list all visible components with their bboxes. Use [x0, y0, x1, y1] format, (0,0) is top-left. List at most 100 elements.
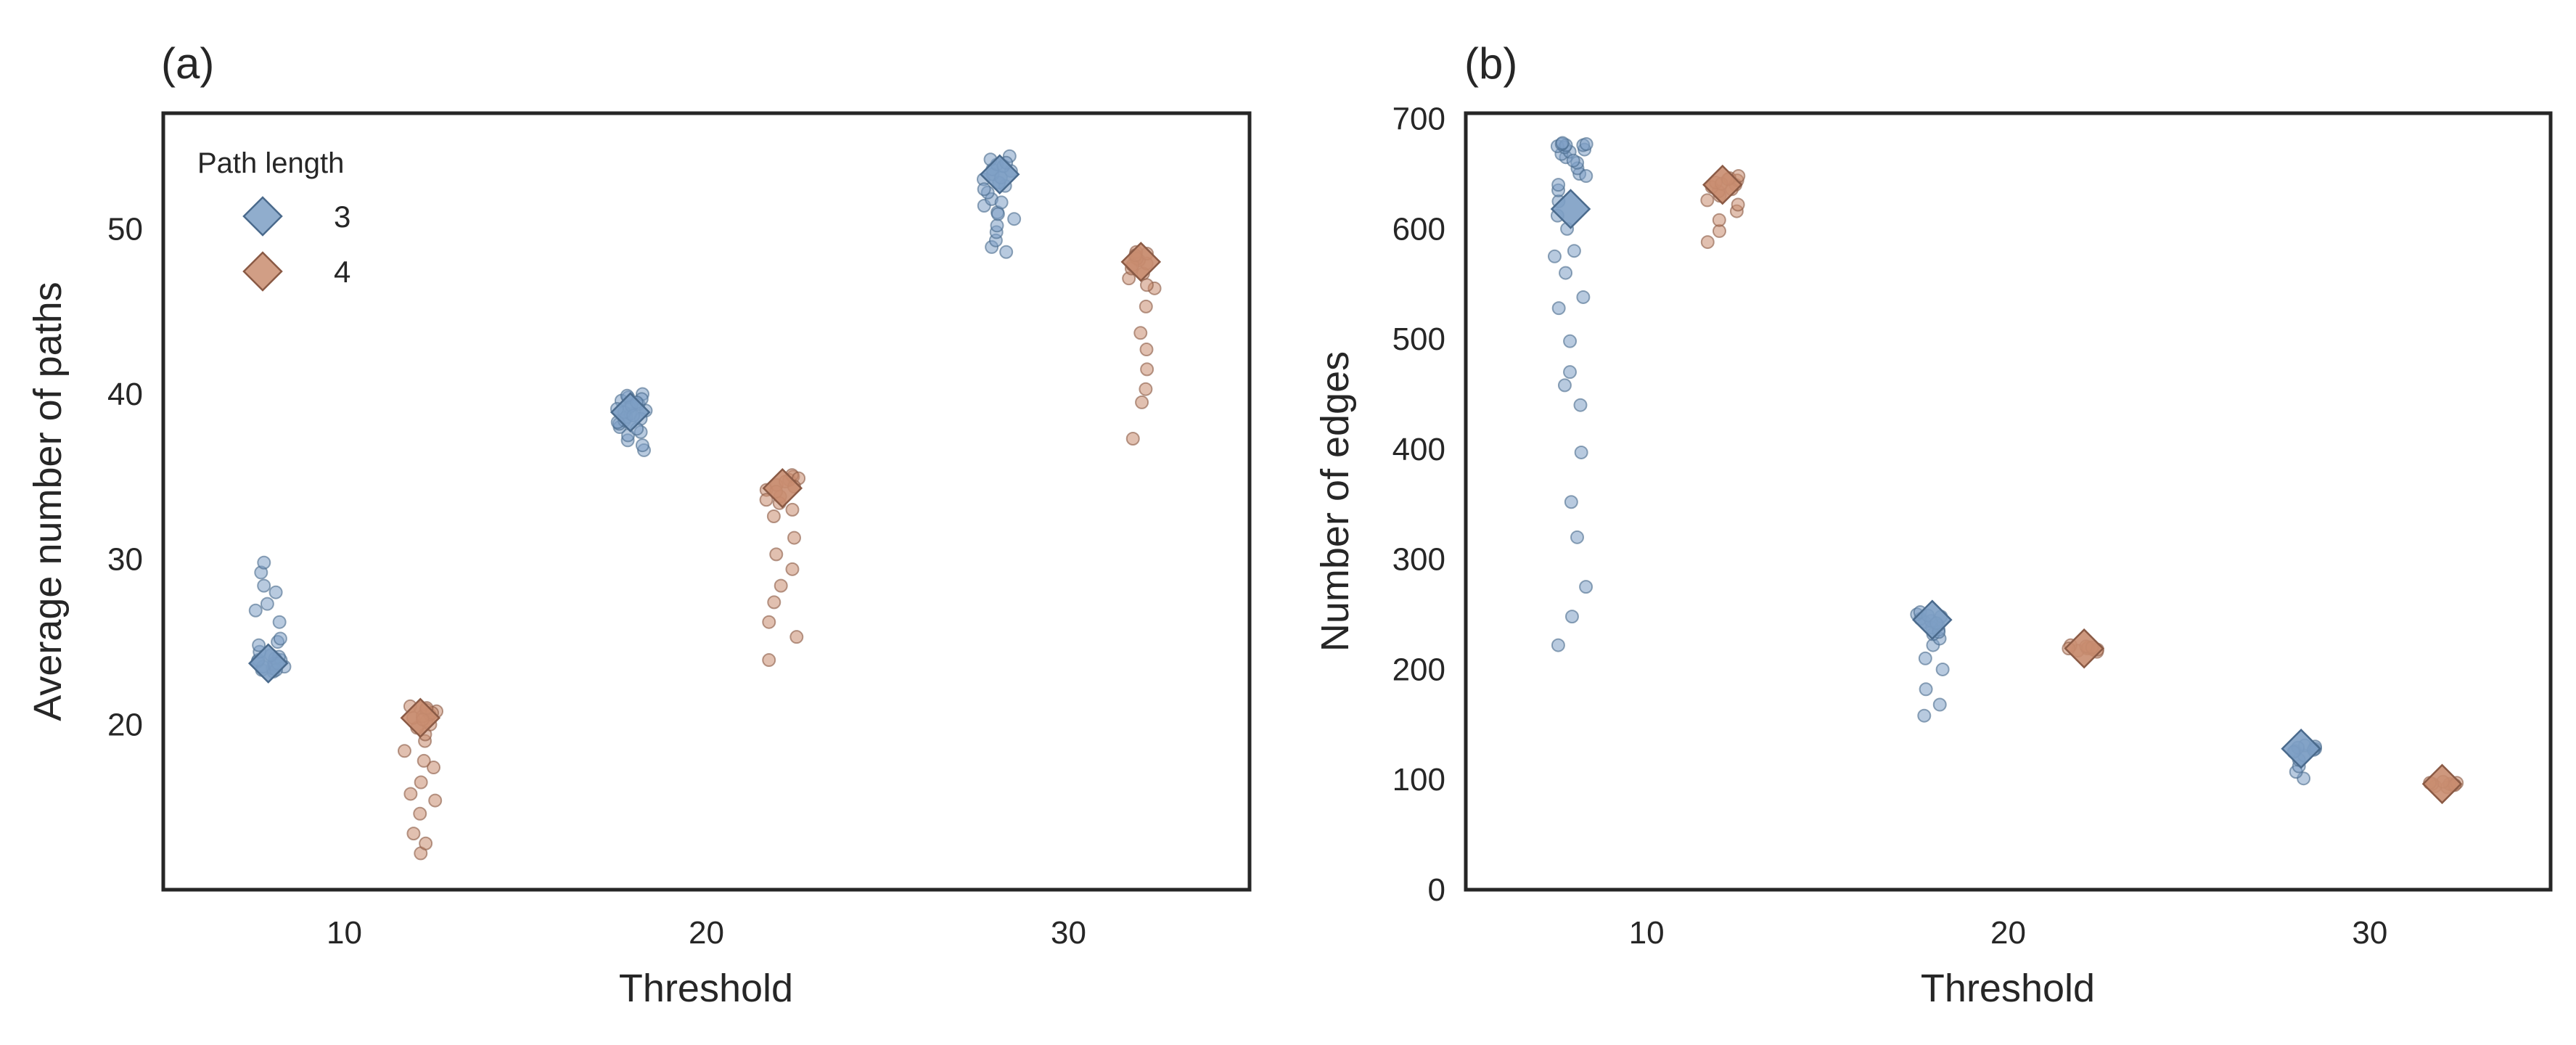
y-tick-label: 30	[107, 542, 143, 578]
data-point	[1579, 580, 1593, 594]
data-point	[1919, 682, 1933, 697]
data-point	[1555, 136, 1570, 150]
panel-b-y-ticks: 0 100 200 300 400 500 600 700	[1392, 102, 1445, 908]
data-point	[268, 585, 283, 599]
data-point	[1576, 290, 1591, 304]
y-tick-label: 600	[1392, 211, 1445, 247]
data-point	[1573, 398, 1588, 412]
data-point	[397, 744, 411, 758]
data-point	[767, 595, 782, 610]
data-point	[762, 653, 776, 668]
data-point	[1935, 662, 1950, 676]
legend-label-3: 3	[334, 200, 350, 234]
data-point	[1551, 301, 1566, 316]
data-point	[977, 182, 991, 197]
mean-marker	[2421, 763, 2463, 805]
panel-a-x-axis-title: Threshold	[619, 967, 793, 1010]
data-point	[789, 630, 804, 644]
data-point	[1731, 197, 1745, 212]
data-point	[406, 827, 421, 841]
data-point	[1139, 299, 1153, 314]
legend-entry-4: 4	[242, 251, 350, 292]
y-tick-label: 0	[1428, 872, 1445, 908]
legend-title: Path length	[197, 147, 344, 179]
y-tick-label: 300	[1392, 542, 1445, 578]
data-point	[1917, 708, 1932, 723]
data-point	[1135, 395, 1149, 409]
x-tick-label: 30	[2352, 915, 2387, 951]
data-point	[1918, 651, 1932, 665]
panel-b-frame	[1464, 111, 2553, 892]
legend-marker-3	[242, 196, 283, 237]
data-point	[635, 438, 649, 453]
x-tick-label: 10	[327, 915, 362, 951]
data-point	[990, 207, 1005, 221]
data-point	[1551, 178, 1566, 192]
data-point	[1574, 445, 1588, 459]
mean-marker	[247, 643, 289, 684]
data-point	[774, 578, 788, 593]
data-point	[273, 631, 287, 646]
data-point	[414, 775, 428, 790]
data-point	[1007, 212, 1022, 226]
y-tick-label: 50	[107, 211, 143, 247]
data-point	[1140, 362, 1154, 377]
panel-b-means	[1550, 164, 2463, 805]
mean-marker	[762, 468, 803, 509]
data-point	[1700, 235, 1715, 250]
mean-marker	[1550, 189, 1591, 229]
data-point	[999, 245, 1014, 259]
data-point	[1932, 697, 1947, 712]
data-point	[1139, 343, 1154, 357]
legend-label-4: 4	[334, 255, 350, 289]
y-tick-label: 500	[1392, 321, 1445, 357]
data-point	[417, 753, 431, 768]
data-point	[413, 806, 427, 821]
panel-a-means	[247, 154, 1162, 738]
data-point	[260, 597, 274, 611]
data-point	[1559, 266, 1573, 280]
data-point	[1579, 169, 1593, 184]
data-point	[1712, 213, 1726, 227]
panel-a-frame	[161, 111, 1252, 892]
mean-marker	[400, 697, 441, 738]
panel-a-legend: Path length 3 4	[197, 147, 350, 292]
legend-entry-3: 3	[242, 196, 350, 237]
panel-a-points	[248, 149, 1162, 861]
x-tick-label: 10	[1629, 915, 1665, 951]
data-point	[1564, 610, 1579, 624]
y-tick-label: 100	[1392, 762, 1445, 798]
mean-marker	[610, 392, 651, 433]
data-point	[1557, 378, 1572, 393]
panel-b-y-axis-title: Number of edges	[1313, 351, 1357, 652]
data-point	[1125, 431, 1140, 446]
data-point	[403, 787, 418, 801]
y-tick-label: 400	[1392, 432, 1445, 467]
data-point	[1551, 638, 1565, 652]
data-point	[419, 836, 433, 851]
data-point	[1567, 244, 1581, 258]
data-point	[1564, 495, 1578, 509]
data-point	[1133, 326, 1148, 340]
data-point	[785, 502, 800, 517]
mean-marker	[1702, 164, 1743, 205]
mean-marker	[2281, 728, 2321, 769]
data-point	[787, 530, 801, 545]
panel-a-label: (a)	[161, 39, 214, 88]
x-tick-label: 20	[689, 915, 724, 951]
panel-b-x-ticks: 10 20 30	[1629, 915, 2388, 951]
y-tick-label: 40	[107, 377, 143, 412]
panel-a: (a) 10 20 30 20 30 40 50 Threshold Average nu…	[26, 39, 1252, 1010]
mean-marker	[979, 154, 1020, 195]
y-tick-label: 20	[107, 707, 143, 742]
data-point	[248, 603, 263, 618]
data-point	[766, 509, 781, 523]
y-tick-label: 700	[1392, 102, 1445, 137]
data-point	[1139, 278, 1154, 292]
data-point	[1563, 365, 1578, 380]
data-point	[1547, 249, 1562, 263]
panel-a-y-axis-title: Average number of paths	[26, 282, 70, 721]
panel-a-y-ticks: 20 30 40 50	[107, 211, 143, 742]
data-point	[1700, 193, 1715, 208]
mean-marker	[1912, 599, 1953, 640]
